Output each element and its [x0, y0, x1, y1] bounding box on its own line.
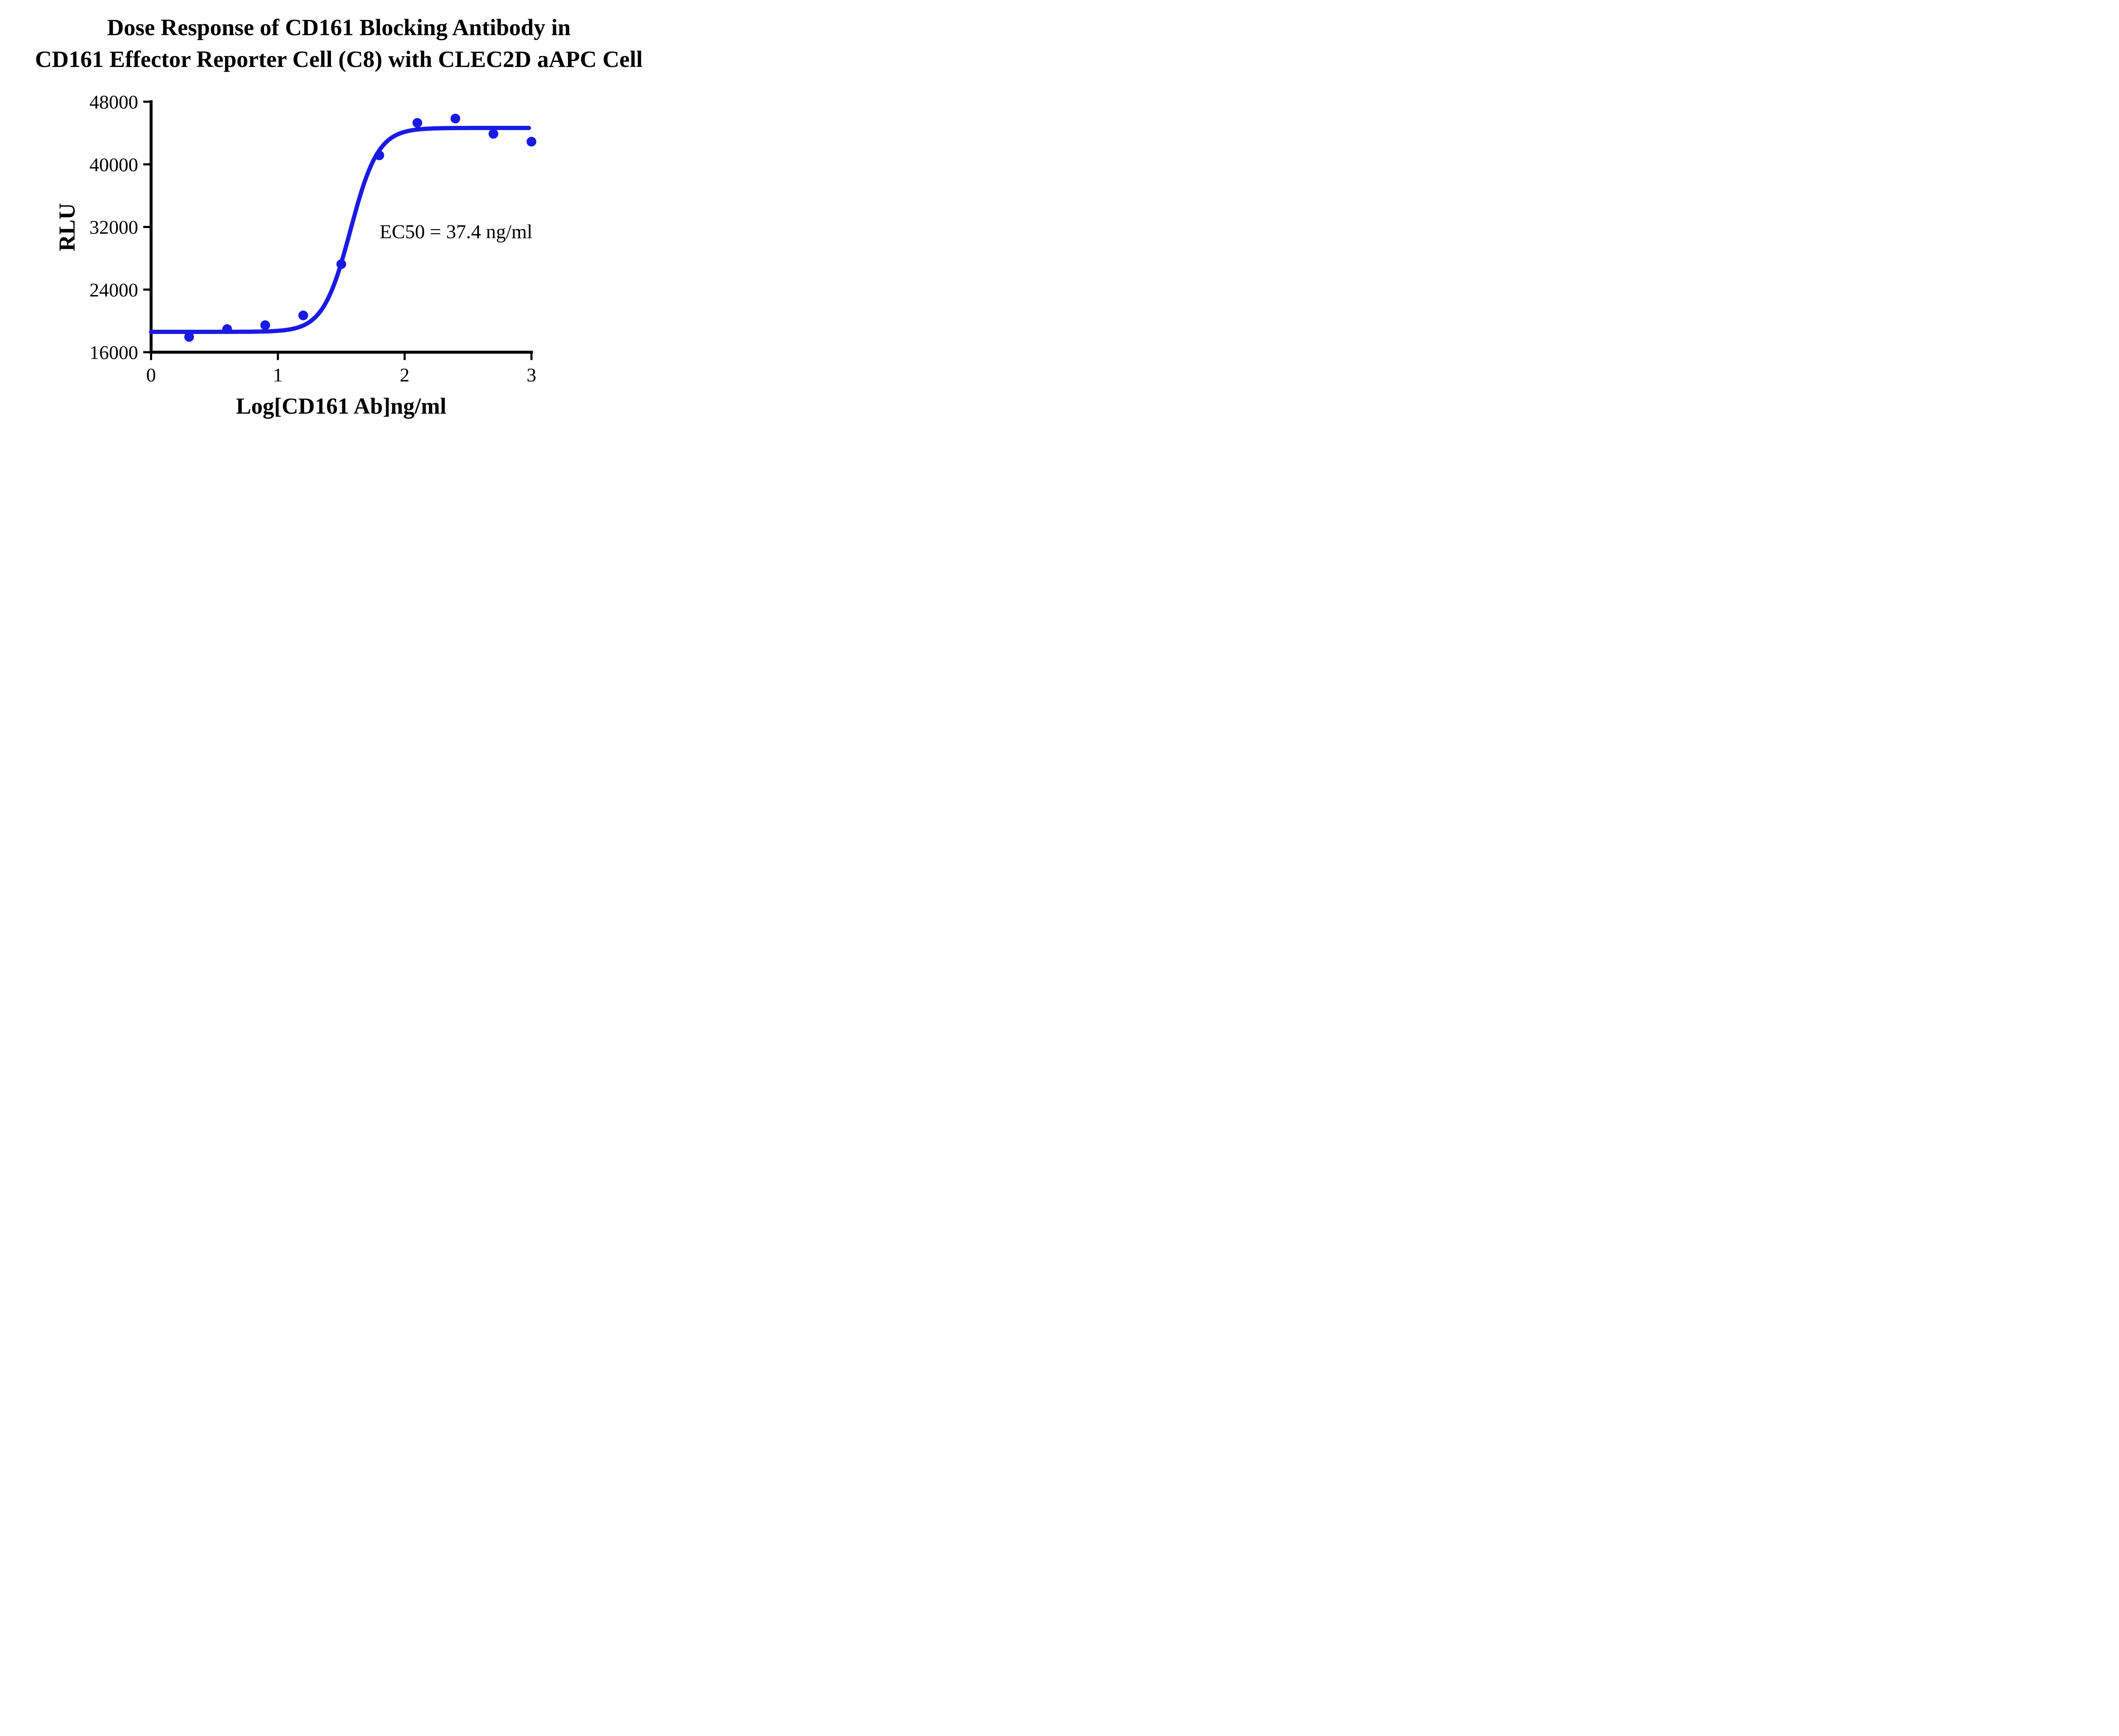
data-point — [374, 150, 384, 160]
data-point — [450, 114, 460, 124]
x-tick-label-1: 1 — [273, 364, 283, 386]
data-point — [260, 320, 270, 330]
y-axis-title: RLU — [54, 203, 80, 251]
data-point — [488, 129, 498, 139]
y-tick-label-48000: 48000 — [89, 91, 138, 113]
ec50-annotation: EC50 = 37.4 ng/ml — [380, 221, 533, 243]
y-tick-label-32000: 32000 — [89, 217, 138, 238]
y-axis-ticks — [143, 100, 151, 353]
data-point — [336, 259, 346, 269]
chart-title-line2: CD161 Effector Reporter Cell (C8) with C… — [35, 46, 643, 72]
data-point — [222, 324, 232, 334]
y-tick-label-24000: 24000 — [89, 279, 138, 300]
data-point — [412, 118, 423, 128]
x-axis-ticks — [150, 352, 533, 360]
chart-title-line1: Dose Response of CD161 Blocking Antibody… — [107, 14, 571, 40]
data-point — [184, 332, 194, 342]
x-axis-title: Log[CD161 Ab]ng/ml — [236, 393, 447, 419]
y-tick-label-16000: 16000 — [89, 342, 138, 363]
y-tick-label-40000: 40000 — [89, 154, 138, 175]
data-point — [298, 310, 308, 320]
figure: Dose Response of CD161 Blocking Antibody… — [0, 0, 678, 434]
chart-title: Dose Response of CD161 Blocking Antibody… — [0, 12, 678, 75]
data-points — [184, 114, 537, 342]
data-point — [526, 136, 537, 147]
x-tick-label-2: 2 — [400, 364, 409, 386]
x-tick-label-0: 0 — [146, 364, 156, 386]
dose-response-plot: 48000 40000 32000 24000 16000 0 1 2 3 RL… — [54, 91, 537, 419]
x-tick-label-3: 3 — [527, 364, 537, 386]
